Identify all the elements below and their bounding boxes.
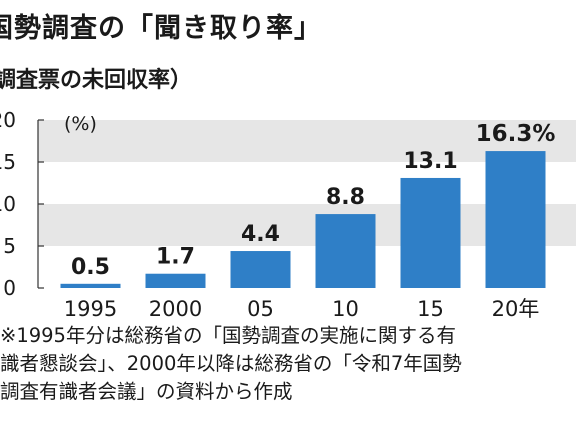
bar-15 <box>400 177 461 288</box>
x-category-label: 20年 <box>492 297 540 321</box>
y-tick-label: 5 <box>3 234 16 258</box>
y-tick-label: 10 <box>0 192 16 216</box>
x-category-label: 15 <box>417 297 444 321</box>
bar-value-label: 0.5 <box>71 255 110 280</box>
bar-20年 <box>485 151 546 288</box>
bar-1995 <box>60 283 121 288</box>
footnote: ※1995年分は総務省の「国勢調査の実施に関する有 識者懇談会」、2000年以降… <box>0 322 576 406</box>
footnote-line-3: 調査有識者会議」の資料から作成 <box>0 380 293 403</box>
bar-value-label: 1.7 <box>156 245 195 270</box>
y-axis-unit-label: (%) <box>64 113 97 135</box>
y-tick-label: 20 <box>0 108 16 132</box>
bar-10 <box>315 214 376 288</box>
footnote-line-2: 識者懇談会」、2000年以降は総務省の「令和7年国勢 <box>0 352 462 375</box>
x-category-label: 1995 <box>64 297 117 321</box>
bar-chart: 20 15 10 5 0 0.5 1.7 4.4 8.8 13.1 16.3% 1995 2000 0… <box>0 108 576 321</box>
footnote-line-1: ※1995年分は総務省の「国勢調査の実施に関する有 <box>0 324 456 347</box>
bar-value-label: 16.3% <box>476 121 556 147</box>
y-tick-label: 0 <box>3 276 16 300</box>
bar-05 <box>230 251 291 288</box>
x-category-label: 05 <box>247 297 274 321</box>
bar-value-label: 8.8 <box>326 185 365 210</box>
x-category-label: 10 <box>332 297 359 321</box>
bar-2000 <box>145 273 206 288</box>
y-tick-label: 15 <box>0 150 16 174</box>
chart-subtitle: 調査票の未回収率） <box>0 68 193 93</box>
chart-title: 国勢調査の「聞き取り率」 <box>0 13 322 44</box>
x-category-label: 2000 <box>149 297 202 321</box>
bar-value-label: 13.1 <box>403 149 457 174</box>
bar-value-label: 4.4 <box>241 222 280 247</box>
